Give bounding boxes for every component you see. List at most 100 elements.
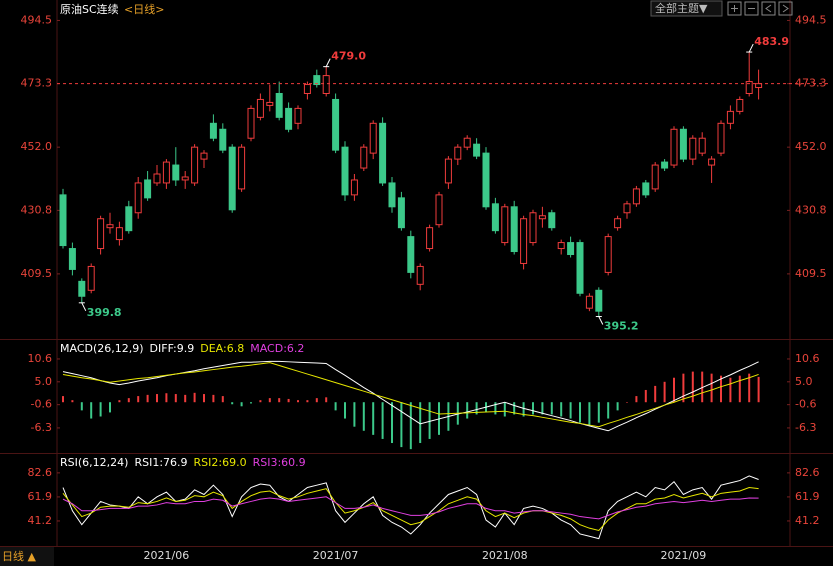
y-tick-label-right: 409.5 — [795, 267, 827, 280]
legend-entry: RSI3:60.9 — [253, 456, 306, 469]
macd-bar — [757, 376, 760, 403]
candle-body — [275, 92, 283, 118]
y-tick-label: 452.0 — [21, 140, 53, 153]
candle-body — [717, 122, 725, 154]
candle-body — [350, 179, 358, 196]
candle-body — [360, 146, 368, 169]
macd-bar — [400, 402, 403, 448]
macd-bar — [165, 393, 168, 403]
x-tick-label: 2021/06 — [144, 549, 190, 562]
candle-body — [689, 137, 697, 160]
candle-body — [209, 122, 217, 139]
macd-bar — [475, 402, 478, 415]
y-tick-label: 473.3 — [21, 77, 53, 90]
candle-body — [285, 107, 293, 130]
candle-body — [191, 146, 199, 184]
candle-body — [557, 242, 565, 250]
macd-bar — [682, 373, 685, 403]
macd-bar — [607, 402, 610, 419]
y-tick-label-right: 61.9 — [795, 490, 820, 503]
candle-body — [162, 161, 170, 184]
y-tick-label: 5.0 — [35, 375, 53, 388]
x-tick-label: 2021/07 — [313, 549, 359, 562]
candle-body — [200, 152, 208, 160]
macd-bar — [626, 402, 628, 403]
macd-bar — [748, 373, 751, 403]
macd-bar — [137, 396, 140, 403]
x-tick-label: 2021/08 — [482, 549, 528, 562]
candle-body — [87, 265, 95, 291]
period-switch[interactable] — [0, 547, 54, 566]
extreme-pointer — [81, 302, 87, 312]
candle-body — [520, 218, 528, 264]
macd-bar — [184, 394, 187, 403]
candle-body — [332, 98, 340, 151]
candle-body — [670, 128, 678, 166]
macd-bar — [532, 402, 534, 415]
macd-bar — [212, 394, 215, 403]
candle-body — [679, 128, 687, 160]
macd-bar — [616, 402, 619, 411]
macd-bar — [588, 402, 591, 425]
candle-body — [426, 227, 434, 250]
candle-body — [642, 182, 650, 196]
legend-entry: DIFF:9.9 — [150, 342, 195, 355]
macd-bar — [240, 402, 243, 407]
macd-bar — [466, 402, 469, 419]
extreme-pointer — [598, 316, 604, 325]
right-icon[interactable] — [778, 1, 793, 16]
candle-body — [708, 158, 716, 166]
legend-entry: DEA:6.8 — [200, 342, 244, 355]
macd-bar — [71, 400, 74, 403]
extreme-label: 399.8 — [87, 306, 122, 319]
macd-bar — [306, 400, 309, 403]
series-line — [62, 362, 759, 428]
indicator-title: MACD(26,12,9) — [60, 342, 144, 355]
candle-body — [388, 182, 396, 208]
theme-button[interactable] — [650, 0, 723, 17]
macd-bar — [250, 402, 252, 404]
candle-body — [97, 218, 105, 250]
y-tick-label: 430.8 — [21, 203, 53, 216]
series-line — [62, 487, 759, 532]
macd-bar — [644, 389, 647, 403]
macd-bar — [221, 396, 224, 403]
candle-body — [435, 194, 443, 226]
candle-body — [726, 110, 734, 124]
zoom-in-icon[interactable] — [727, 1, 742, 16]
macd-bar — [691, 371, 694, 403]
macd-bar — [494, 402, 497, 415]
macd-bar — [710, 373, 713, 403]
legend-entry: RSI2:69.0 — [194, 456, 247, 469]
theme-button-label[interactable]: 全部主题▼ — [655, 1, 708, 15]
macd-bar — [99, 402, 102, 417]
x-tick-label: 2021/09 — [661, 549, 707, 562]
macd-bar — [569, 402, 572, 419]
candle-body — [106, 224, 114, 229]
macd-bar — [231, 402, 234, 405]
candle-body — [303, 84, 311, 94]
candle-body — [134, 182, 142, 214]
candle-body — [247, 107, 255, 139]
macd-bar — [325, 397, 328, 403]
candle-body — [538, 215, 546, 220]
extreme-label: 479.0 — [331, 50, 366, 63]
candle-body — [115, 227, 123, 241]
candle-body — [416, 265, 424, 285]
macd-bar — [381, 402, 384, 439]
macd-bar — [174, 394, 177, 403]
period-label: <日线> — [124, 2, 164, 16]
candle-body — [745, 81, 753, 94]
zoom-out-icon[interactable] — [744, 1, 759, 16]
period-switch-label[interactable]: 日线 ▲ — [2, 549, 36, 563]
macd-bar — [391, 402, 393, 444]
candle-body — [125, 206, 133, 232]
candle-body — [369, 122, 377, 154]
macd-bar — [334, 402, 337, 411]
candle-body — [651, 164, 659, 190]
legend-entry: MACD:6.2 — [250, 342, 304, 355]
left-icon[interactable] — [761, 1, 776, 16]
candle-body — [68, 248, 76, 270]
candle-body — [444, 158, 452, 184]
